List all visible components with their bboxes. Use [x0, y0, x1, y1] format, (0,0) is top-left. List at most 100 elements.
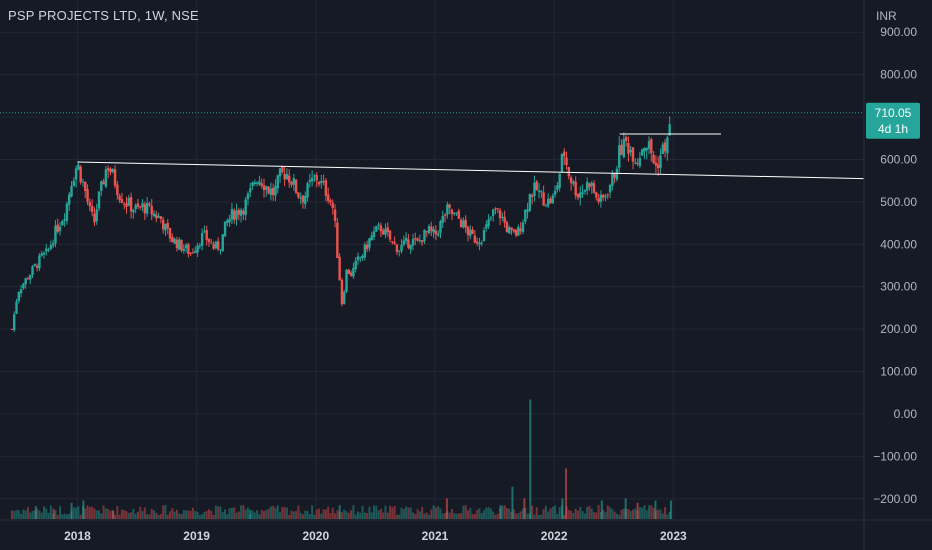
candle-body — [450, 209, 454, 215]
volume-bar — [318, 508, 321, 519]
volume-bar — [641, 507, 644, 519]
time-tick-label: 2023 — [660, 529, 687, 543]
price-axis[interactable]: 900.00800.00700.00600.00500.00400.00300.… — [863, 0, 917, 550]
candle-body — [70, 186, 73, 197]
candle-body — [196, 245, 199, 253]
candle-body — [411, 239, 415, 246]
volume-spike — [499, 505, 502, 519]
volume-bar — [136, 511, 139, 519]
volume-bar — [166, 514, 169, 519]
candle-body — [638, 157, 642, 167]
candle-body — [216, 241, 220, 249]
volume-bar — [219, 506, 222, 519]
volume-bar — [579, 506, 582, 519]
candle-body — [574, 181, 577, 196]
candle-body — [159, 216, 163, 220]
time-axis[interactable]: 2018 2019 2020 2021 2022 2023 — [0, 519, 932, 543]
volume-bar — [409, 507, 412, 519]
candle-body — [443, 214, 447, 216]
volume-bar — [327, 506, 330, 519]
volume-bar — [29, 512, 32, 519]
volume-bar — [187, 510, 190, 519]
candle-body — [255, 182, 259, 185]
volume-bar — [233, 507, 236, 519]
volume-bar — [519, 511, 522, 519]
volume-bar — [485, 507, 488, 519]
volume-spike — [511, 486, 514, 519]
volume-bar — [590, 508, 593, 519]
candle-body — [379, 225, 383, 232]
candle-body — [24, 278, 27, 285]
volume-bar — [526, 513, 529, 519]
time-tick-label: 2021 — [422, 529, 449, 543]
candle-body — [228, 218, 231, 223]
volume-bar — [469, 508, 472, 519]
candle-body — [496, 208, 499, 210]
candle-body — [194, 250, 197, 253]
volume-bar — [228, 508, 231, 519]
candle-body — [207, 239, 211, 243]
price-tick-label: 400.00 — [880, 237, 917, 251]
candle-body — [524, 209, 527, 222]
candle-body — [563, 151, 566, 157]
volume-bar — [391, 507, 394, 519]
candle-body — [356, 256, 360, 261]
candle-body — [556, 185, 559, 190]
candle-body — [640, 149, 644, 156]
candle-body — [49, 244, 53, 249]
candle-body — [407, 239, 410, 248]
candle-body — [402, 240, 406, 245]
candle-body — [294, 179, 298, 193]
volume-bar — [104, 508, 107, 519]
volume-bar — [36, 508, 39, 519]
candle-body — [33, 264, 37, 266]
volume-bar — [453, 513, 456, 519]
volume-bar — [240, 505, 243, 519]
volume-bar — [574, 508, 577, 519]
volume-bar — [91, 506, 94, 519]
candle-body — [551, 195, 554, 204]
volume-bar — [56, 514, 59, 519]
volume-bar — [583, 513, 586, 519]
volume-bar — [194, 511, 197, 519]
volume-spike — [561, 498, 564, 519]
volume-bar — [370, 512, 373, 519]
volume-bar — [421, 506, 424, 519]
candle-body — [182, 248, 186, 252]
volume-bar — [572, 513, 575, 519]
candle-body — [331, 202, 334, 208]
candle-body — [487, 219, 490, 227]
volume-bar — [185, 510, 188, 519]
drawings[interactable] — [77, 133, 865, 180]
candle-body — [436, 233, 440, 236]
volume-bar — [611, 509, 614, 519]
volume-bar — [576, 510, 579, 519]
candle-body — [400, 244, 403, 252]
candle-body — [31, 266, 34, 275]
candle-body — [22, 283, 25, 289]
volume-bar — [347, 512, 350, 519]
candle-body — [359, 257, 362, 259]
candle-body — [88, 202, 92, 207]
candle-body — [409, 245, 412, 250]
volume-bar — [597, 505, 600, 519]
candle-body — [363, 244, 367, 258]
candle-body — [285, 173, 289, 180]
candle-body — [134, 205, 137, 210]
volume-bar — [116, 505, 119, 519]
candle-body — [56, 224, 59, 232]
volume-bar — [352, 505, 355, 519]
volume-bar — [178, 513, 181, 519]
volume-bar — [345, 511, 348, 519]
resistance-trendline[interactable] — [77, 161, 865, 180]
candle-body — [237, 209, 241, 215]
candle-body — [453, 212, 456, 214]
candle-body — [15, 301, 18, 314]
symbol-title[interactable]: PSP PROJECTS LTD, 1W, NSE — [8, 8, 199, 23]
candle-body — [143, 204, 147, 214]
volume-bar — [263, 510, 266, 519]
volume-bar — [638, 507, 641, 519]
candle-body — [269, 188, 273, 195]
candle-body — [187, 244, 190, 254]
